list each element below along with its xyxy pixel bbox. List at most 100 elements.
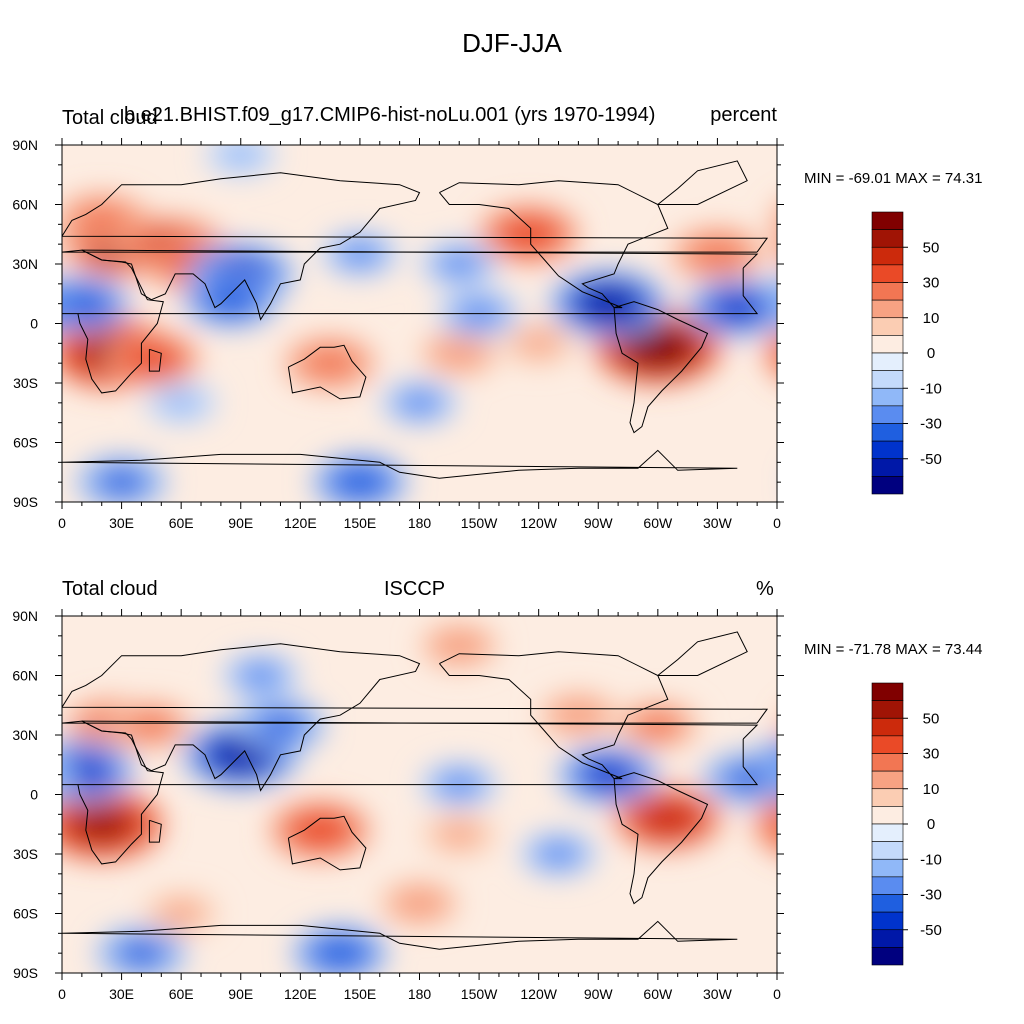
y-tick-label-3: 0 bbox=[30, 316, 38, 332]
colorbar-box-8 bbox=[871, 352, 904, 371]
x-tick-label-12: 0 bbox=[773, 986, 781, 1002]
field-blob-24-2 bbox=[220, 145, 261, 167]
panel-model-center-title: b.e21.BHIST.f09_g17.CMIP6-hist-noLu.001 … bbox=[124, 104, 656, 126]
colorbar-box-0 bbox=[871, 682, 904, 701]
y-tick-label-5: 60S bbox=[13, 435, 38, 451]
colorbar-box-4 bbox=[871, 753, 904, 772]
x-tick-label-11: 30W bbox=[703, 515, 733, 531]
colorbar-box-7 bbox=[871, 335, 904, 354]
field-blob-7-2 bbox=[437, 633, 481, 659]
x-tick-label-7: 150W bbox=[461, 515, 498, 531]
x-tick-label-8: 120W bbox=[520, 986, 557, 1002]
field-blur bbox=[0, 145, 881, 508]
field-blob-10-2 bbox=[437, 340, 481, 366]
y-tick-label-5: 60S bbox=[13, 906, 38, 922]
colorbar-label-0: 50 bbox=[923, 710, 940, 727]
panel-obs-minmax: MIN = -71.78 MAX = 73.44 bbox=[804, 641, 983, 658]
x-tick-label-10: 60W bbox=[643, 986, 673, 1002]
x-tick-label-11: 30W bbox=[703, 986, 733, 1002]
colorbar-label-3: 0 bbox=[927, 345, 935, 362]
coastline-5 bbox=[613, 301, 709, 434]
y-tick-label-6: 90S bbox=[13, 965, 38, 981]
field-layer bbox=[62, 623, 777, 973]
colorbar-box-6 bbox=[871, 317, 904, 336]
x-tick-label-7: 150W bbox=[461, 986, 498, 1002]
field-blob-wrap-23 bbox=[792, 457, 881, 508]
colorbar-box-13 bbox=[871, 911, 904, 931]
y-tick-label-1: 60N bbox=[12, 668, 38, 684]
y-tick-label-1: 60N bbox=[12, 197, 38, 213]
field-blob-17-2 bbox=[239, 663, 283, 688]
x-tick-label-6: 180 bbox=[408, 986, 432, 1002]
colorbar-box-7 bbox=[871, 806, 904, 825]
colorbar-label-6: -50 bbox=[920, 451, 942, 468]
field-blob-14-2 bbox=[580, 758, 636, 791]
panel-model-minmax: MIN = -69.01 MAX = 74.31 bbox=[804, 170, 983, 187]
coastline-7 bbox=[62, 449, 738, 479]
field-blob-9-2 bbox=[305, 349, 355, 378]
field-blob-10-2 bbox=[161, 902, 202, 925]
field-blob-5-2 bbox=[634, 711, 681, 739]
y-tick-label-6: 90S bbox=[13, 494, 38, 510]
field-blob-20-2 bbox=[537, 841, 580, 867]
colorbar-label-2: 10 bbox=[923, 781, 940, 798]
colorbar-observations: 50 30 10 0 -10 -30 -50 bbox=[871, 682, 942, 966]
coastlines bbox=[62, 631, 769, 950]
colorbar-model: 50 30 10 0 -10 -30 -50 bbox=[871, 211, 942, 495]
x-tick-label-0: 0 bbox=[58, 515, 66, 531]
y-tick-label-0: 90N bbox=[12, 608, 38, 624]
colorbar-box-6 bbox=[871, 788, 904, 807]
field-blob-15-2 bbox=[576, 285, 641, 323]
x-tick-label-9: 90W bbox=[584, 515, 614, 531]
x-tick-label-4: 120E bbox=[284, 986, 317, 1002]
x-tick-label-6: 180 bbox=[408, 515, 432, 531]
coastline-6 bbox=[657, 631, 748, 676]
field-blob-9-2 bbox=[398, 891, 441, 916]
colorbar-box-2 bbox=[871, 717, 904, 737]
field-blob-wrap-0 bbox=[755, 797, 777, 851]
x-tick-label-5: 150E bbox=[344, 986, 377, 1002]
x-tick-label-0: 0 bbox=[58, 986, 66, 1002]
coastline-0 bbox=[62, 172, 769, 321]
x-tick-label-2: 60E bbox=[169, 515, 194, 531]
x-tick-label-10: 60W bbox=[643, 515, 673, 531]
coastline-5 bbox=[613, 772, 709, 905]
field-blob-wrap-4 bbox=[765, 332, 777, 374]
coastline-3 bbox=[287, 815, 367, 871]
field-blob-11-2 bbox=[518, 331, 559, 355]
y-tick-label-2: 30N bbox=[12, 727, 38, 743]
colorbar-box-14 bbox=[871, 929, 904, 948]
colorbar-box-8 bbox=[871, 823, 904, 842]
coastline-2 bbox=[148, 819, 162, 843]
x-tick-label-9: 90W bbox=[584, 986, 614, 1002]
colorbar-box-1 bbox=[871, 700, 904, 719]
x-tick-label-8: 120W bbox=[520, 515, 557, 531]
field-blob-1-2 bbox=[637, 800, 699, 836]
colorbar-label-0: 50 bbox=[923, 239, 940, 256]
field-blob-21-2 bbox=[161, 391, 202, 415]
y-tick-label-2: 30N bbox=[12, 256, 38, 272]
panel-observations: 0 30E 60E 90E 120E 150E 180 150W 120W 90W 60W 30W 0 9… bbox=[12, 608, 784, 1002]
field-blob-wrap-8 bbox=[0, 228, 47, 279]
coastline-2 bbox=[148, 348, 162, 372]
panel-model: 0 30E 60E 90E 120E 150E 180 150W 120W 90W 60W 30W 0 9… bbox=[0, 137, 881, 531]
colorbar-box-11 bbox=[871, 405, 904, 424]
field-blob-wrap-16 bbox=[62, 290, 73, 326]
colorbar-box-12 bbox=[871, 423, 904, 442]
colorbar-box-12 bbox=[871, 894, 904, 913]
panel-obs-left-title: Total cloud bbox=[62, 578, 158, 600]
colorbar-label-6: -50 bbox=[920, 922, 942, 939]
colorbar-label-4: -10 bbox=[920, 851, 942, 868]
coastline-4 bbox=[439, 180, 669, 309]
field-blob-15-2 bbox=[722, 764, 772, 793]
y-tick-label-3: 0 bbox=[30, 787, 38, 803]
field-blob-6-2 bbox=[622, 327, 693, 368]
field-blob-14-2 bbox=[62, 288, 108, 319]
field-blob-7-2 bbox=[501, 218, 557, 251]
colorbar-box-14 bbox=[871, 458, 904, 477]
colorbar-box-15 bbox=[871, 476, 904, 495]
field-blob-18-2 bbox=[314, 938, 367, 969]
field-blob-22-2 bbox=[333, 467, 386, 498]
field-blob-20-2 bbox=[398, 390, 441, 416]
panel-obs-right-title: % bbox=[756, 578, 774, 600]
